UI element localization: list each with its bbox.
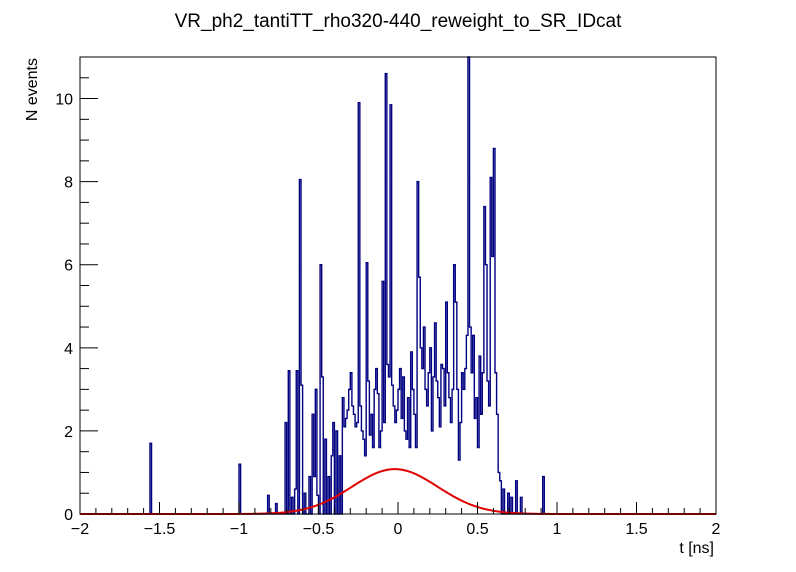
histogram-bin: [346, 418, 348, 514]
histogram-bin: [344, 427, 346, 514]
x-tick-label: −1: [230, 521, 248, 538]
histogram-bin: [357, 423, 359, 514]
x-axis-label: t [ns]: [679, 540, 714, 557]
histogram-bin: [431, 431, 433, 514]
histogram-bin: [361, 431, 363, 514]
histogram-bin: [409, 448, 411, 514]
x-tick-label: 0.5: [466, 521, 488, 538]
histogram-bin: [422, 369, 424, 514]
x-tick-label: 2: [712, 521, 721, 538]
histogram-bin: [474, 418, 476, 514]
histogram-bin: [471, 373, 473, 514]
chart-title: VR_ph2_tantiTT_rho320-440_reweight_to_SR…: [175, 11, 622, 32]
histogram-bin: [465, 369, 467, 514]
y-tick-label: 4: [64, 341, 73, 358]
y-tick-label: 8: [64, 175, 73, 192]
axes: −2 −1.5 −1 −0.5 0 0.5 1 1.5 2 0 2 4 6 8 10: [55, 56, 721, 538]
histogram-bin: [492, 256, 494, 514]
histogram-bin: [388, 377, 390, 514]
x-tick-label: 1.5: [625, 521, 647, 538]
histogram-bin: [425, 389, 427, 514]
histogram-bin: [444, 406, 446, 514]
histogram-bin: [352, 406, 354, 514]
histogram-bin: [384, 423, 386, 514]
histogram-series: [80, 56, 716, 515]
x-tick-label: 1: [553, 521, 562, 538]
histogram-bin: [458, 460, 460, 514]
histogram-bin: [355, 427, 357, 514]
histogram-bin: [379, 448, 381, 514]
histogram-bin: [420, 348, 422, 514]
histogram-bin: [404, 431, 406, 514]
x-tick-label: −2: [71, 521, 89, 538]
histogram-bin: [439, 427, 441, 514]
y-tick-label: 6: [64, 258, 73, 275]
histogram-bin: [369, 435, 371, 514]
histogram-bin: [415, 448, 417, 514]
plot-area: [80, 56, 716, 515]
x-tick-label: 0: [394, 521, 403, 538]
y-tick-label: 0: [64, 507, 73, 524]
histogram-bin: [406, 439, 408, 514]
histogram-bin: [314, 477, 316, 514]
y-tick-label: 10: [55, 92, 73, 109]
histogram-bin: [353, 414, 355, 514]
y-tick-label: 2: [64, 424, 73, 441]
x-tick-label: −1.5: [144, 521, 176, 538]
histogram-bin: [463, 389, 465, 514]
histogram-bin: [396, 410, 398, 514]
histogram-bin: [489, 406, 491, 514]
histogram-bin: [481, 414, 483, 514]
histogram-bin: [436, 381, 438, 514]
y-axis-label: N events: [24, 58, 41, 121]
histogram-bin: [387, 364, 389, 514]
histogram-bin: [365, 456, 367, 514]
plot-frame: [79, 56, 717, 515]
histogram-bin: [401, 418, 403, 514]
histogram-bin: [373, 448, 375, 514]
x-tick-label: −0.5: [303, 521, 335, 538]
histogram-bin: [427, 406, 429, 514]
histogram-bin: [450, 423, 452, 514]
histogram-bin: [347, 410, 349, 514]
